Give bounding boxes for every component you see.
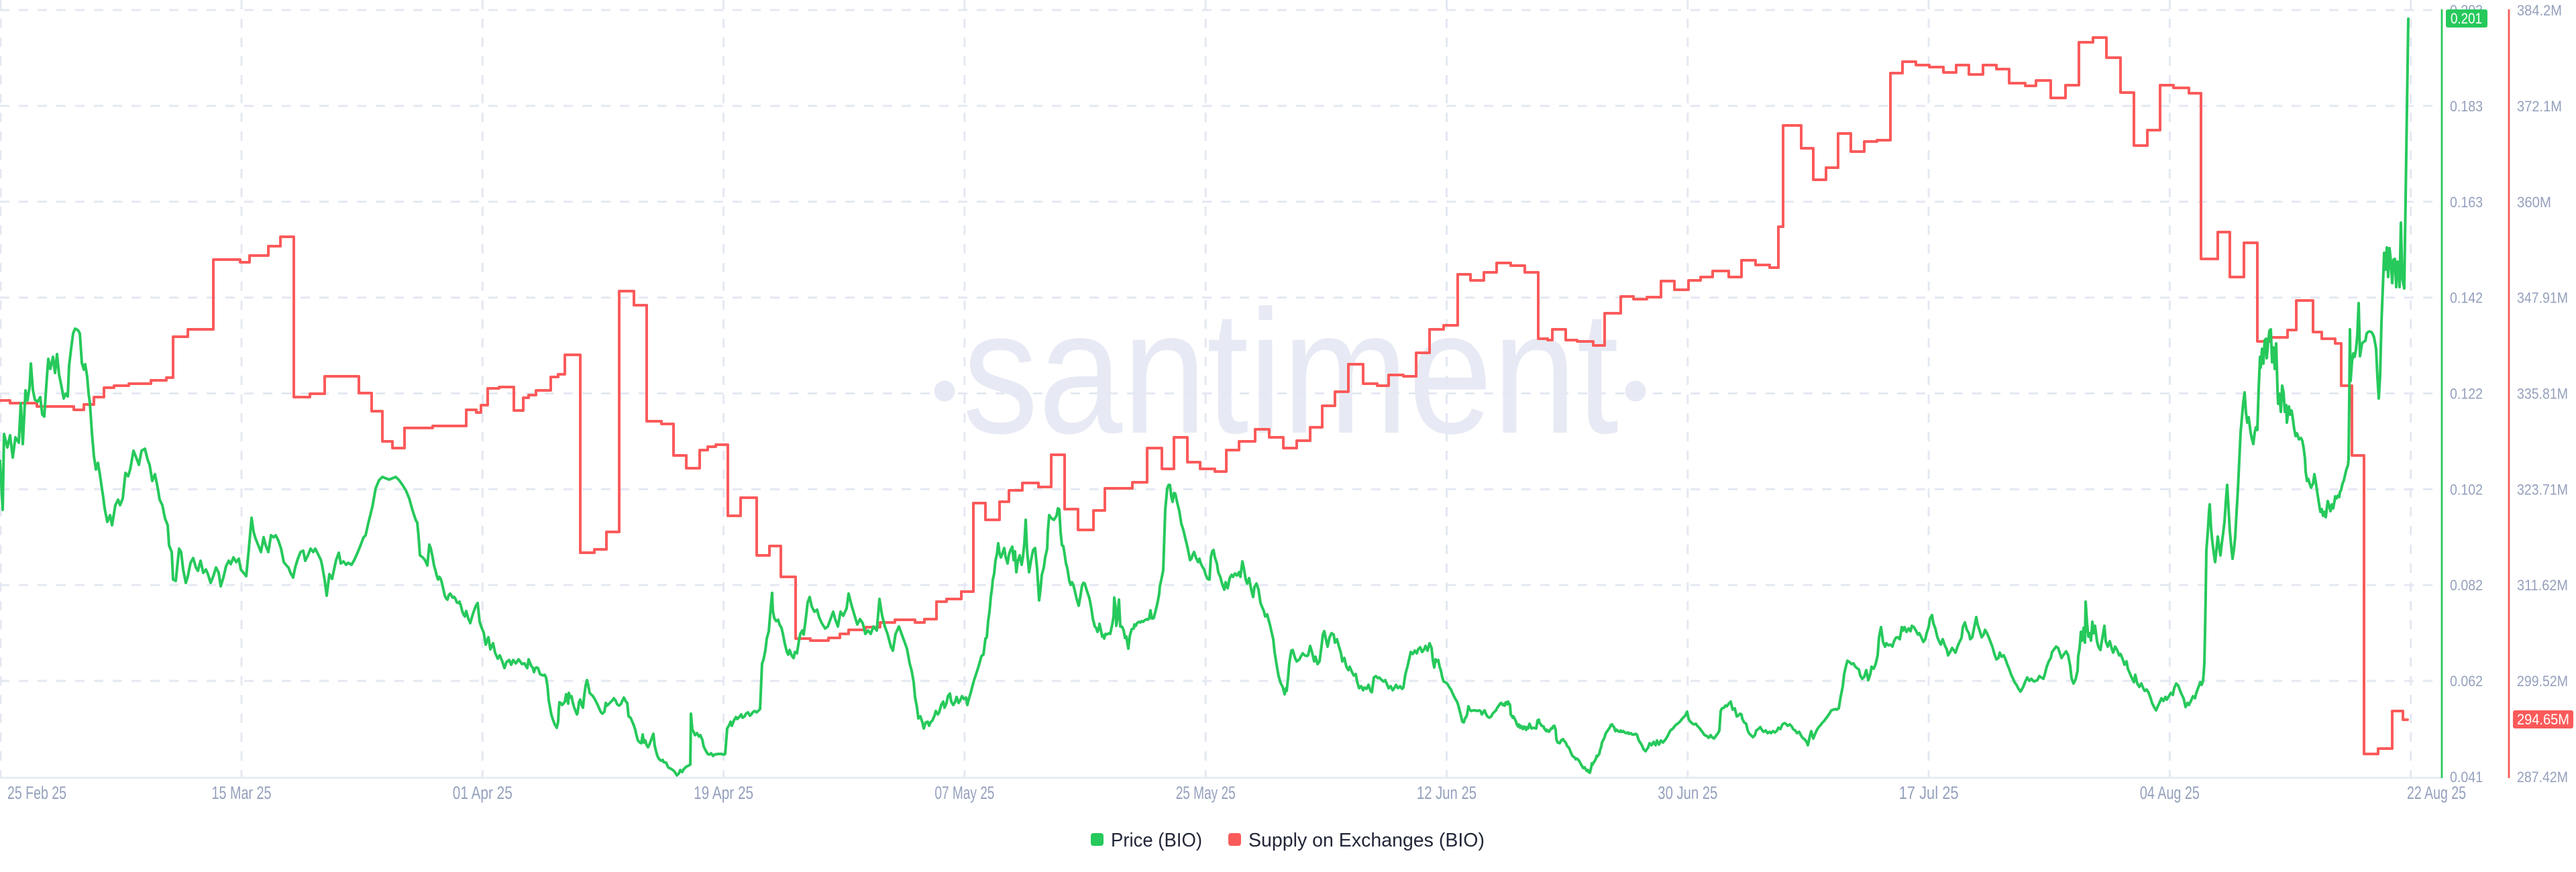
svg-text:0.122: 0.122	[2450, 386, 2483, 402]
svg-text:12 Jun 25: 12 Jun 25	[1417, 783, 1477, 803]
svg-text:25 May 25: 25 May 25	[1176, 783, 1236, 803]
svg-text:07 May 25: 07 May 25	[934, 783, 994, 803]
svg-text:294.65M: 294.65M	[2517, 711, 2569, 728]
svg-text:30 Jun 25: 30 Jun 25	[1658, 783, 1717, 803]
svg-text:15 Mar 25: 15 Mar 25	[212, 783, 272, 803]
svg-text:0.142: 0.142	[2450, 290, 2483, 307]
svg-text:347.91M: 347.91M	[2517, 290, 2568, 307]
svg-text:311.62M: 311.62M	[2517, 577, 2568, 594]
svg-text:335.81M: 335.81M	[2517, 386, 2568, 402]
svg-text:17 Jul 25: 17 Jul 25	[1899, 783, 1959, 803]
svg-text:Supply on Exchanges (BIO): Supply on Exchanges (BIO)	[1248, 830, 1485, 851]
svg-text:22 Aug 25: 22 Aug 25	[2407, 783, 2466, 803]
svg-text:372.1M: 372.1M	[2517, 98, 2562, 115]
svg-text:0.183: 0.183	[2450, 98, 2483, 115]
svg-text:360M: 360M	[2517, 194, 2551, 211]
svg-text:0.041: 0.041	[2450, 769, 2483, 785]
svg-text:04 Aug 25: 04 Aug 25	[2140, 783, 2200, 803]
svg-text:19 Apr 25: 19 Apr 25	[694, 783, 753, 803]
svg-text:Price (BIO): Price (BIO)	[1111, 830, 1202, 851]
svg-text:384.2M: 384.2M	[2517, 2, 2562, 19]
svg-text:0.082: 0.082	[2450, 577, 2483, 594]
svg-text:0.201: 0.201	[2451, 10, 2482, 27]
svg-text:299.52M: 299.52M	[2517, 673, 2568, 690]
svg-text:287.42M: 287.42M	[2517, 769, 2568, 785]
svg-text:25 Feb 25: 25 Feb 25	[7, 783, 66, 803]
svg-text:01 Apr 25: 01 Apr 25	[453, 783, 513, 803]
svg-text:santiment: santiment	[963, 274, 1619, 470]
svg-text:323.71M: 323.71M	[2517, 481, 2568, 498]
svg-text:0.062: 0.062	[2450, 673, 2483, 690]
svg-text:0.163: 0.163	[2450, 194, 2483, 211]
svg-text:0.102: 0.102	[2450, 481, 2483, 498]
